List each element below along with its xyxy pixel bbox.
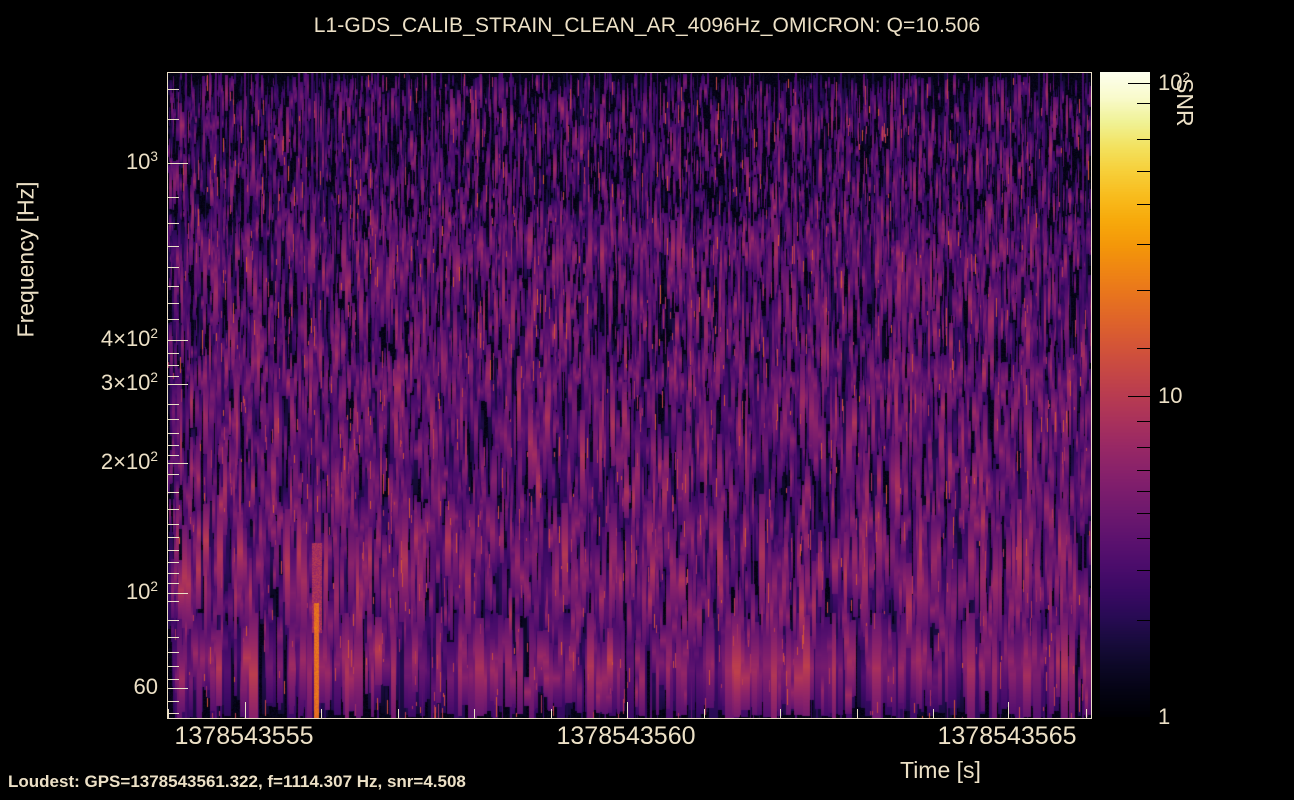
y-tick-minor (168, 550, 179, 551)
colorbar-tick-label: 102 (1158, 69, 1191, 96)
y-tick-minor (168, 637, 179, 638)
x-tick-minor (168, 709, 169, 718)
y-tick-major (168, 384, 188, 385)
y-axis-tick-labels: 103 4×102 3×102 2×102 102 60 (0, 0, 158, 800)
x-tick-label: 1378543565 (937, 722, 1077, 750)
colorbar-tick-minor (1137, 470, 1150, 471)
y-tick-minor (168, 524, 179, 525)
y-tick-minor (168, 492, 179, 493)
colorbar-tick-minor (1137, 421, 1150, 422)
x-tick-minor (704, 709, 705, 718)
y-tick-minor (168, 445, 179, 446)
y-tick-label: 103 (125, 148, 158, 175)
y-tick-minor (168, 679, 179, 680)
y-tick-minor (168, 573, 179, 574)
x-tick-label: 1378543555 (174, 722, 314, 750)
x-tick-minor (857, 709, 858, 718)
y-tick-minor (168, 537, 179, 538)
x-tick-major (627, 702, 628, 718)
loudest-event-note: Loudest: GPS=1378543561.322, f=1114.307 … (8, 772, 466, 791)
colorbar-tick-minor (1137, 620, 1150, 621)
colorbar-tick-minor (1137, 139, 1150, 140)
colorbar-tick-minor (1137, 103, 1150, 104)
y-tick-label: 3×102 (100, 369, 158, 396)
y-tick-minor (168, 404, 179, 405)
y-tick-major (168, 163, 188, 164)
y-tick-minor (168, 433, 179, 434)
colorbar-gradient (1100, 72, 1150, 717)
x-tick-minor (474, 709, 475, 718)
y-tick-minor (168, 666, 179, 667)
y-tick-minor (168, 89, 179, 90)
colorbar-tick-minor (1137, 348, 1150, 349)
page-title: L1-GDS_CALIB_STRAIN_CLEAN_AR_4096Hz_OMIC… (313, 14, 981, 37)
y-tick-minor (168, 223, 179, 224)
y-tick-major (168, 340, 188, 341)
spectrogram-plot-area[interactable] (167, 72, 1092, 719)
x-tick-minor (1086, 709, 1087, 718)
y-tick-label: 102 (125, 578, 158, 605)
y-tick-minor (168, 119, 179, 120)
y-tick-major (168, 593, 188, 594)
colorbar-tick-minor (1137, 538, 1150, 539)
colorbar-tick-labels: 102 10 1 (1158, 69, 1218, 729)
y-tick-minor (168, 583, 179, 584)
colorbar-tick-minor (1137, 447, 1150, 448)
x-tick-minor (933, 709, 934, 718)
y-tick-major (168, 688, 188, 689)
colorbar-tick-major (1128, 396, 1150, 397)
y-tick-minor (168, 286, 179, 287)
colorbar[interactable] (1100, 72, 1150, 718)
colorbar-tick-minor (1137, 171, 1150, 172)
colorbar-tick-minor (1137, 491, 1150, 492)
y-tick-minor (168, 652, 179, 653)
colorbar-tick-minor (1137, 513, 1150, 514)
y-tick-minor (168, 701, 179, 702)
colorbar-title: SNR (1172, 78, 1198, 127)
y-tick-minor (168, 713, 179, 714)
y-tick-minor (168, 620, 179, 621)
y-tick-minor (168, 419, 179, 420)
x-tick-minor (780, 709, 781, 718)
y-tick-minor (168, 509, 179, 510)
colorbar-tick-major (1128, 717, 1150, 718)
y-tick-minor (168, 197, 179, 198)
y-tick-minor (168, 601, 179, 602)
y-tick-minor (168, 455, 179, 456)
y-tick-minor (168, 365, 179, 366)
x-axis-tick-labels: 1378543555 1378543560 1378543565 (0, 722, 1294, 762)
x-tick-major (1008, 702, 1009, 718)
colorbar-tick-label: 1 (1158, 704, 1171, 729)
colorbar-tick-minor (1137, 244, 1150, 245)
y-tick-minor (168, 319, 179, 320)
colorbar-tick-label: 10 (1158, 383, 1183, 408)
colorbar-tick-major (1128, 83, 1150, 84)
y-tick-major (168, 463, 188, 464)
colorbar-tick-minor (1137, 570, 1150, 571)
y-tick-minor (168, 562, 179, 563)
x-tick-major (245, 702, 246, 718)
spectrogram-image[interactable] (168, 73, 1091, 718)
x-tick-minor (321, 709, 322, 718)
y-tick-minor (168, 267, 179, 268)
x-tick-label: 1378543560 (556, 722, 696, 750)
y-tick-minor (168, 303, 179, 304)
y-tick-minor (168, 353, 179, 354)
colorbar-tick-minor (1137, 204, 1150, 205)
colorbar-tick-minor (1137, 290, 1150, 291)
y-tick-minor (168, 474, 179, 475)
x-tick-minor (551, 709, 552, 718)
y-tick-label: 4×102 (100, 325, 158, 352)
x-axis-title: Time [s] (900, 757, 981, 783)
y-tick-minor (168, 246, 179, 247)
y-tick-label: 2×102 (100, 448, 158, 475)
y-tick-label: 60 (133, 674, 158, 699)
x-tick-minor (398, 709, 399, 718)
y-tick-minor (168, 376, 179, 377)
